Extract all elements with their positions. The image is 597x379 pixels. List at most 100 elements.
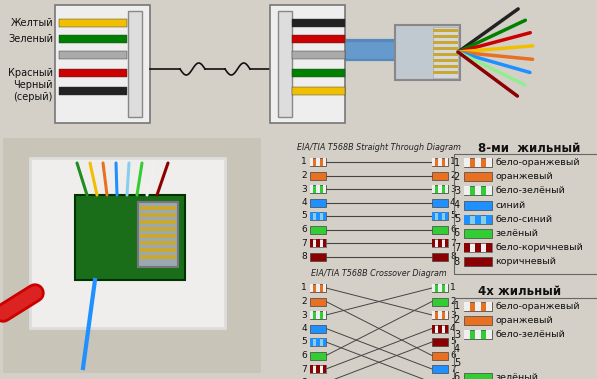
Bar <box>310 311 326 319</box>
Bar <box>475 158 481 167</box>
Bar <box>445 311 448 319</box>
Text: 1: 1 <box>454 301 460 311</box>
Text: 8: 8 <box>301 252 307 261</box>
Bar <box>438 158 442 166</box>
Text: 7: 7 <box>301 365 307 373</box>
Text: 6: 6 <box>301 351 307 360</box>
Text: 7: 7 <box>301 238 307 247</box>
Bar <box>310 351 326 360</box>
Bar <box>432 284 435 292</box>
Text: 8-ми  жильный: 8-ми жильный <box>478 141 580 155</box>
Text: 5: 5 <box>301 338 307 346</box>
Bar <box>310 185 313 193</box>
Bar <box>310 158 313 166</box>
Text: EIA/TIA T568B Crossover Diagram: EIA/TIA T568B Crossover Diagram <box>311 269 447 279</box>
Bar <box>464 172 492 181</box>
Bar <box>270 5 345 123</box>
Bar <box>140 227 176 231</box>
Text: 8: 8 <box>450 252 456 261</box>
Bar <box>310 212 326 220</box>
Bar <box>59 35 127 43</box>
Text: 3: 3 <box>301 185 307 194</box>
Bar <box>316 239 319 247</box>
Bar <box>140 248 176 252</box>
Bar <box>316 365 319 373</box>
Text: бело-синий: бело-синий <box>495 215 552 224</box>
Bar <box>323 311 326 319</box>
Bar <box>464 200 492 210</box>
Bar <box>292 51 345 59</box>
Text: синий: синий <box>495 200 525 210</box>
Bar <box>445 284 448 292</box>
Bar <box>432 185 448 193</box>
Bar <box>432 185 435 193</box>
Bar <box>432 311 435 319</box>
Bar <box>438 324 442 332</box>
Bar <box>310 252 326 260</box>
Bar <box>140 213 176 217</box>
Text: 6: 6 <box>454 372 460 379</box>
Text: 2: 2 <box>301 297 307 306</box>
Text: 3: 3 <box>450 185 456 194</box>
Bar <box>292 19 345 27</box>
Bar <box>292 87 345 95</box>
Bar <box>464 243 492 252</box>
Text: оранжевый: оранжевый <box>495 172 553 181</box>
Bar <box>433 29 458 32</box>
Bar <box>292 69 345 77</box>
Bar <box>438 212 442 220</box>
Text: коричневый: коричневый <box>495 257 556 266</box>
Text: 3: 3 <box>301 310 307 319</box>
Bar <box>30 158 225 328</box>
Bar <box>464 215 492 224</box>
Bar <box>59 19 127 27</box>
Bar <box>464 158 492 167</box>
Bar <box>55 5 150 123</box>
Bar <box>432 212 448 220</box>
Bar <box>445 239 448 247</box>
Bar <box>310 338 326 346</box>
Text: Зеленый: Зеленый <box>8 34 53 44</box>
Bar <box>464 158 470 167</box>
Bar <box>310 239 313 247</box>
Bar <box>445 185 448 193</box>
Bar <box>316 212 319 220</box>
Bar <box>487 243 492 252</box>
Bar <box>140 241 176 245</box>
Bar <box>432 199 448 207</box>
Bar <box>323 212 326 220</box>
Bar <box>464 330 492 339</box>
Text: 2: 2 <box>301 171 307 180</box>
Bar <box>433 27 458 78</box>
Bar <box>438 311 442 319</box>
Bar <box>445 212 448 220</box>
Bar <box>316 284 319 292</box>
Bar <box>432 351 448 360</box>
Text: 2: 2 <box>450 297 456 306</box>
Bar <box>464 373 492 379</box>
Bar <box>487 302 492 311</box>
Text: 3: 3 <box>450 310 456 319</box>
Bar <box>464 330 470 339</box>
Bar <box>432 324 435 332</box>
Text: 8: 8 <box>454 257 460 267</box>
Bar <box>395 25 460 80</box>
Bar <box>128 11 142 117</box>
Text: зелёный: зелёный <box>495 229 538 238</box>
Bar <box>464 186 492 196</box>
Text: 1: 1 <box>450 158 456 166</box>
Bar <box>140 255 176 259</box>
Bar <box>310 158 326 166</box>
Text: 8: 8 <box>301 378 307 379</box>
Bar <box>454 154 597 274</box>
Bar <box>138 202 178 267</box>
Bar <box>432 172 448 180</box>
Bar <box>464 215 470 224</box>
Bar <box>310 284 326 292</box>
Bar <box>432 324 448 332</box>
Bar <box>432 284 448 292</box>
Text: 2: 2 <box>454 172 460 182</box>
Text: 5: 5 <box>454 358 460 368</box>
Text: 8: 8 <box>450 378 456 379</box>
Bar <box>433 35 458 38</box>
